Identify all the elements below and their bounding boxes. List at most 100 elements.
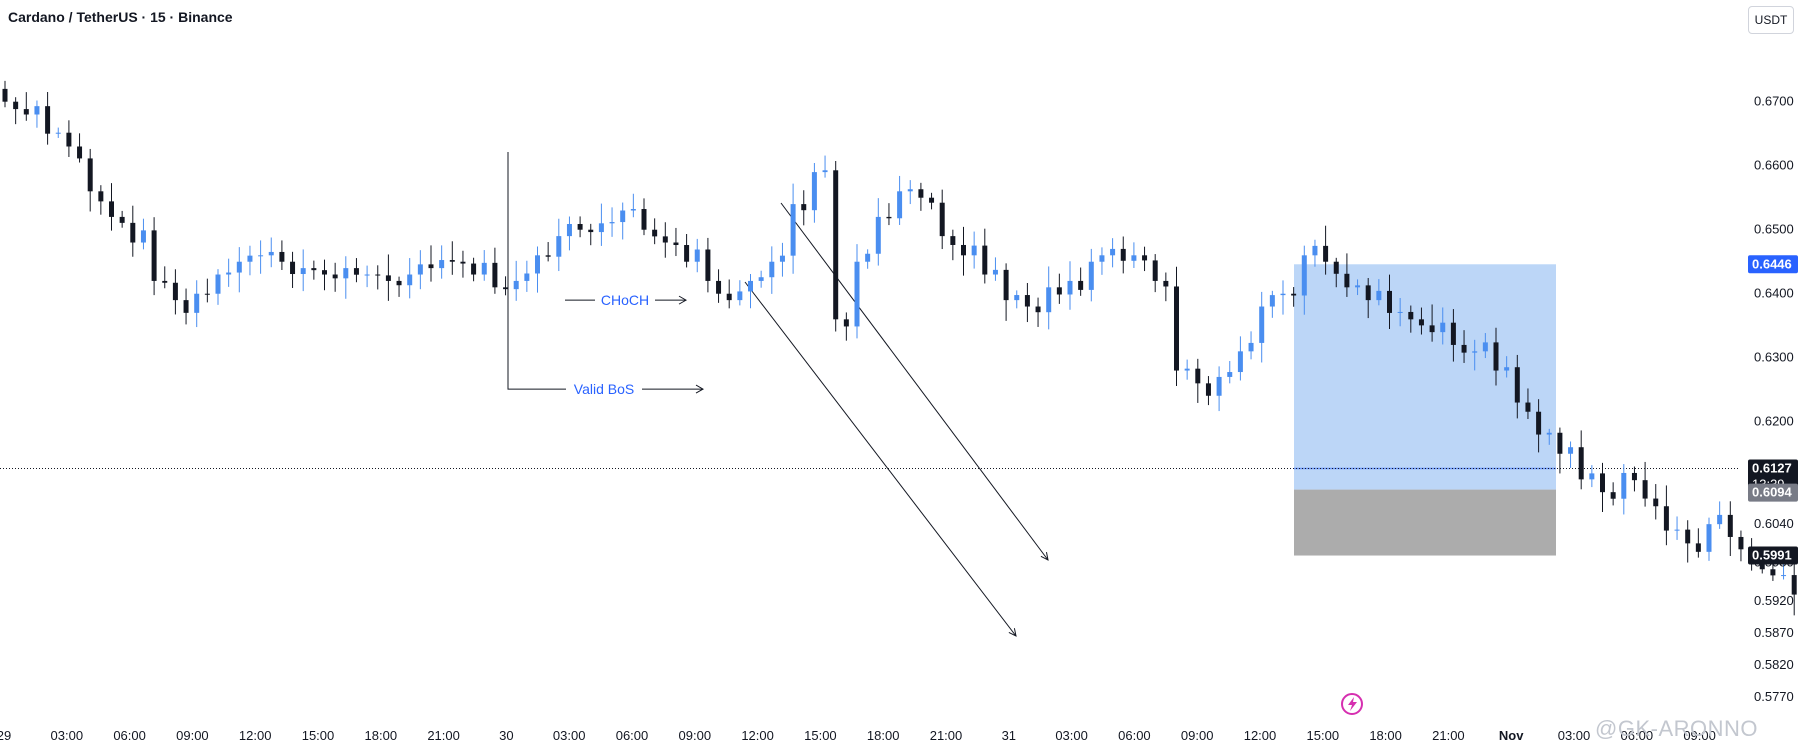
time-tick-label: 06:00 [1621, 728, 1654, 743]
currency-button[interactable]: USDT [1748, 6, 1794, 34]
candle-body [641, 209, 647, 230]
candle-body [353, 268, 359, 275]
candle-body [1418, 319, 1424, 326]
candle-body [1067, 280, 1073, 295]
candle-body [23, 109, 29, 115]
candle [407, 258, 413, 299]
candle-body [1578, 447, 1584, 480]
candle [290, 251, 296, 288]
stop-price-label: 0.5991 [1748, 546, 1798, 565]
candles [2, 80, 1797, 616]
candle [1280, 280, 1286, 315]
candle [172, 269, 178, 315]
candle-body [1472, 351, 1478, 353]
candle-body [1142, 255, 1148, 261]
candle [87, 148, 93, 212]
candle-body [662, 236, 668, 243]
candle [1706, 517, 1712, 561]
candle-body [119, 216, 125, 223]
candle [226, 258, 232, 287]
time-tick-label: 06:00 [1118, 728, 1151, 743]
candle [279, 240, 285, 271]
candle-body [236, 261, 242, 273]
candle-body [950, 236, 956, 245]
entry-price-label: 0.6094 [1748, 483, 1798, 502]
candle [854, 244, 860, 339]
candle-body [1408, 311, 1414, 320]
candle [1259, 291, 1265, 363]
candle-body [918, 189, 924, 198]
time-tick-label: 12:00 [741, 728, 774, 743]
candle-body [1387, 290, 1392, 313]
candle-body [535, 255, 540, 274]
candle [98, 185, 104, 215]
candle [535, 246, 540, 293]
candle [268, 237, 274, 268]
candle-body [1131, 255, 1137, 261]
candle [779, 242, 785, 277]
candle [449, 241, 455, 275]
icons [1341, 693, 1363, 715]
candle-body [1759, 562, 1765, 570]
candle [1461, 330, 1467, 363]
candle [1237, 336, 1243, 381]
candle [1631, 466, 1637, 492]
time-tick-label: 09:00 [1683, 728, 1716, 743]
candle-body [2, 88, 8, 102]
candle [503, 276, 509, 296]
candle [1333, 257, 1339, 288]
candle-body [1504, 367, 1510, 371]
candle [748, 273, 753, 309]
candle [1791, 557, 1797, 616]
price-tick-label: 0.6040 [1754, 516, 1794, 531]
candle [194, 280, 200, 328]
arrow-head [695, 384, 705, 394]
candle-body [1024, 295, 1030, 307]
candle-body [726, 293, 732, 301]
candle [1014, 290, 1020, 309]
candle [1355, 279, 1361, 296]
price-tick-label: 0.6600 [1754, 158, 1794, 173]
candle [428, 245, 434, 282]
watermark-text: @GK-ARONNO [1595, 716, 1759, 741]
candle [1205, 376, 1211, 406]
candle [1578, 430, 1584, 490]
choch-label: CHoCH [601, 292, 649, 308]
candle-body [1631, 472, 1637, 481]
candle-body [268, 251, 274, 256]
candle [609, 207, 615, 237]
candle [247, 245, 253, 276]
candle-body [886, 216, 892, 219]
candle-body [1184, 368, 1190, 371]
candle [598, 203, 604, 246]
candle [662, 222, 668, 258]
candle [1269, 290, 1275, 318]
candle [1568, 441, 1574, 468]
candle-body [1195, 368, 1201, 384]
candle-body [620, 210, 626, 223]
candle [843, 312, 849, 341]
time-tick-label: 12:00 [239, 728, 272, 743]
candle-body [566, 224, 572, 237]
lightning-icon[interactable] [1341, 693, 1363, 715]
candle [907, 180, 913, 205]
candle [566, 216, 572, 251]
candle [673, 227, 679, 257]
current-price-label-text: 0.6127 [1752, 460, 1792, 475]
candle-body [226, 272, 232, 275]
candle-body [1738, 536, 1744, 550]
candle-body [481, 262, 487, 275]
candle [1674, 516, 1680, 540]
candle [1440, 307, 1446, 345]
candle [375, 265, 381, 290]
chart-title: Cardano / TetherUS · 15 · Binance [8, 9, 233, 25]
candle [1248, 331, 1254, 360]
candle [1174, 266, 1179, 387]
candle-body [1397, 311, 1403, 313]
candle-body [428, 264, 434, 269]
candle-body [609, 222, 615, 224]
candle-body [556, 236, 562, 257]
channel-lower-line [744, 281, 1017, 637]
candle [77, 133, 83, 163]
